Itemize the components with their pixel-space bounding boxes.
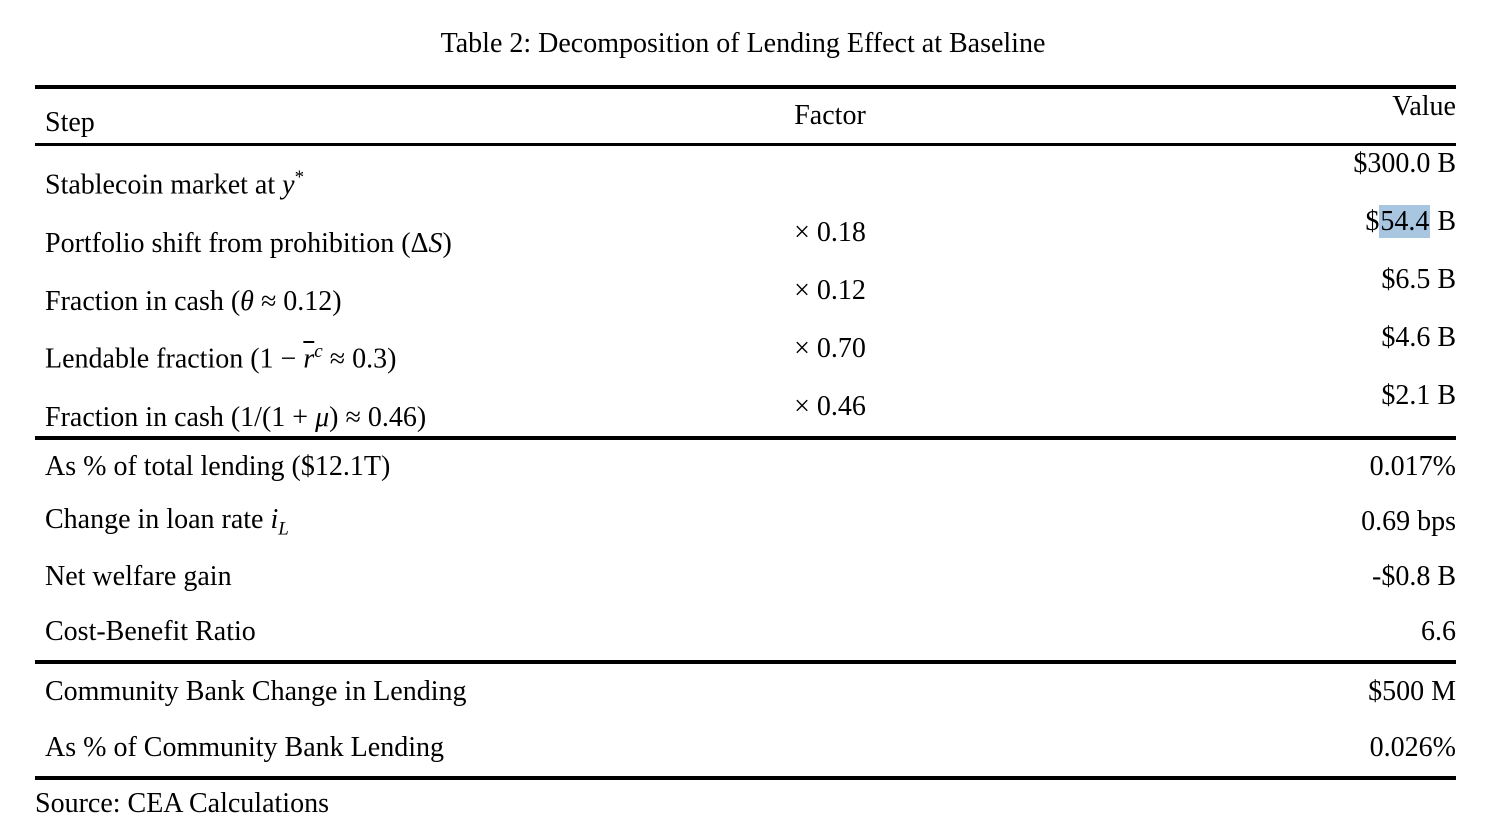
header-factor-label: Factor: [794, 99, 866, 131]
factor-cell: × 0.12: [655, 262, 1005, 320]
table-rule-mid-1: [35, 436, 1456, 440]
header-step-cell: Step: [35, 89, 655, 143]
factor-value: × 0.12: [794, 274, 866, 306]
factor-cell: × 0.70: [655, 320, 1005, 378]
table-row: Net welfare gain -$0.8 B: [35, 550, 1456, 605]
step-cell: Fraction in cash (1/(1 + μ) ≈ 0.46): [35, 378, 655, 436]
value-text: $54.4 B: [1365, 205, 1456, 238]
step-cell: Stablecoin market at y*: [35, 146, 655, 204]
value-text: $4.6 B: [1381, 322, 1456, 353]
factor-cell: [655, 720, 1005, 776]
step-cell: Change in loan rate iL: [35, 495, 655, 550]
table-row: Fraction in cash (1/(1 + μ) ≈ 0.46) × 0.…: [35, 378, 1456, 436]
header-factor-cell: Factor: [655, 89, 1005, 143]
step-label: Cost-Benefit Ratio: [45, 616, 256, 648]
header-step-label: Step: [45, 106, 95, 138]
table-header: Step Factor Value: [35, 89, 1456, 143]
factor-cell: × 0.18: [655, 204, 1005, 262]
table-rule-top: [35, 85, 1456, 89]
section-decomposition: Stablecoin market at y* $300.0 B Portfol…: [35, 146, 1456, 436]
value-cell: $2.1 B: [1005, 378, 1456, 436]
table-rule-mid-2: [35, 660, 1456, 664]
section-community-bank: Community Bank Change in Lending $500 M …: [35, 664, 1456, 776]
factor-cell: [655, 146, 1005, 204]
value-text: $300.0 B: [1353, 148, 1456, 179]
factor-value: × 0.46: [794, 390, 866, 422]
step-label: Fraction in cash (θ ≈ 0.12): [45, 285, 342, 317]
factor-cell: [655, 605, 1005, 660]
table-row: As % of total lending ($12.1T) 0.017%: [35, 440, 1456, 495]
table-row: Stablecoin market at y* $300.0 B: [35, 146, 1456, 204]
value-cell: 0.026%: [1005, 720, 1456, 776]
value-cell: $300.0 B: [1005, 146, 1456, 204]
table: Step Factor Value Stablecoin market at y…: [35, 85, 1456, 820]
table-row: As % of Community Bank Lending 0.026%: [35, 720, 1456, 776]
step-label: Fraction in cash (1/(1 + μ) ≈ 0.46): [45, 401, 427, 433]
value-text: $6.5 B: [1381, 264, 1456, 295]
step-label: As % of total lending ($12.1T): [45, 451, 391, 483]
table-caption: Table 2: Decomposition of Lending Effect…: [440, 28, 1046, 59]
value-cell: $4.6 B: [1005, 320, 1456, 378]
table-row: Change in loan rate iL 0.69 bps: [35, 495, 1456, 550]
value-text: 6.6: [1421, 616, 1456, 648]
value-text: -$0.8 B: [1372, 561, 1456, 593]
step-cell: Cost-Benefit Ratio: [35, 605, 655, 660]
table-row: Fraction in cash (θ ≈ 0.12) × 0.12 $6.5 …: [35, 262, 1456, 320]
step-label: As % of Community Bank Lending: [45, 731, 444, 763]
table-rule-bottom: [35, 776, 1456, 780]
value-text: 0.017%: [1369, 451, 1456, 483]
step-cell: As % of Community Bank Lending: [35, 720, 655, 776]
value-text: $2.1 B: [1381, 380, 1456, 411]
factor-value: × 0.70: [794, 332, 866, 364]
source-note: Source: CEA Calculations: [35, 788, 329, 819]
header-value-label: Value: [1392, 91, 1456, 122]
step-cell: Community Bank Change in Lending: [35, 664, 655, 720]
value-cell: 0.69 bps: [1005, 495, 1456, 550]
table-row: Portfolio shift from prohibition (ΔS) × …: [35, 204, 1456, 262]
step-cell: As % of total lending ($12.1T): [35, 440, 655, 495]
step-label: Change in loan rate iL: [45, 504, 289, 540]
factor-cell: [655, 495, 1005, 550]
table-rule-header: [35, 143, 1456, 146]
section-aggregates: As % of total lending ($12.1T) 0.017% Ch…: [35, 440, 1456, 660]
step-label: Community Bank Change in Lending: [45, 675, 467, 707]
table-row: Lendable fraction (1 − rc ≈ 0.3) × 0.70 …: [35, 320, 1456, 378]
value-cell: -$0.8 B: [1005, 550, 1456, 605]
step-label: Lendable fraction (1 − rc ≈ 0.3): [45, 341, 397, 375]
factor-cell: [655, 550, 1005, 605]
header-value-cell: Value: [1005, 89, 1456, 143]
step-cell: Fraction in cash (θ ≈ 0.12): [35, 262, 655, 320]
step-label: Net welfare gain: [45, 561, 232, 593]
factor-value: × 0.18: [794, 216, 866, 248]
value-cell: $54.4 B: [1005, 204, 1456, 262]
step-label: Stablecoin market at y*: [45, 167, 305, 201]
value-text: $500 M: [1368, 675, 1456, 707]
value-text: 0.026%: [1369, 731, 1456, 763]
factor-cell: [655, 664, 1005, 720]
value-cell: $500 M: [1005, 664, 1456, 720]
step-label: Portfolio shift from prohibition (ΔS): [45, 227, 452, 259]
value-cell: 0.017%: [1005, 440, 1456, 495]
factor-cell: × 0.46: [655, 378, 1005, 436]
header-row: Step Factor Value: [35, 89, 1456, 143]
value-cell: $6.5 B: [1005, 262, 1456, 320]
step-cell: Net welfare gain: [35, 550, 655, 605]
value-text: 0.69 bps: [1361, 506, 1456, 538]
factor-cell: [655, 440, 1005, 495]
step-cell: Lendable fraction (1 − rc ≈ 0.3): [35, 320, 655, 378]
selection-highlight: 54.4: [1379, 205, 1431, 238]
value-cell: 6.6: [1005, 605, 1456, 660]
table-row: Community Bank Change in Lending $500 M: [35, 664, 1456, 720]
step-cell: Portfolio shift from prohibition (ΔS): [35, 204, 655, 262]
table-row: Cost-Benefit Ratio 6.6: [35, 605, 1456, 660]
